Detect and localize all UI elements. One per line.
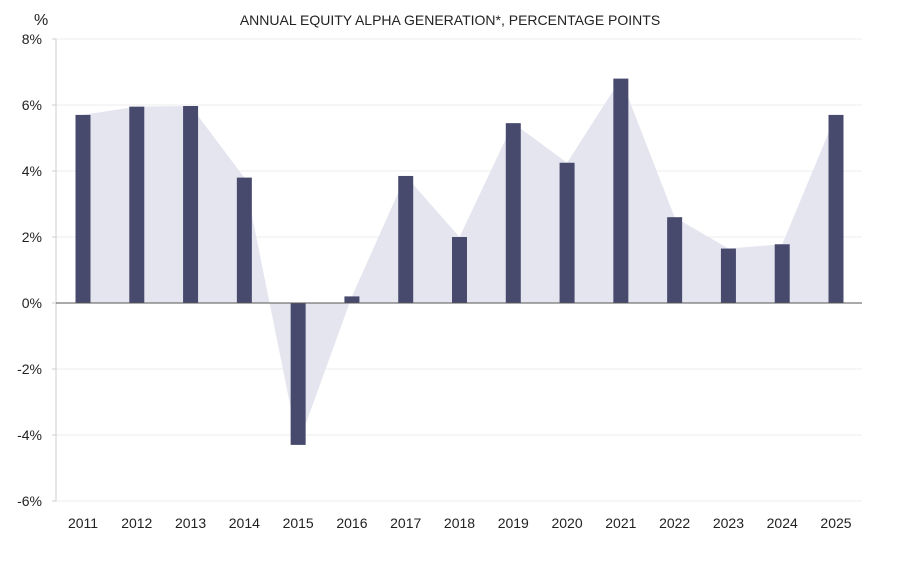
bar-2017 <box>398 175 414 303</box>
bar-2016 <box>344 296 360 303</box>
x-tick-label: 2013 <box>175 515 206 531</box>
y-tick-label: 6% <box>22 97 42 113</box>
y-tick-label: 4% <box>22 163 42 179</box>
y-unit-label: % <box>34 12 48 29</box>
bar-2025 <box>828 114 844 304</box>
chart-title: ANNUAL EQUITY ALPHA GENERATION*, PERCENT… <box>240 12 660 28</box>
x-tick-label: 2021 <box>605 515 636 531</box>
bar-2018 <box>452 237 467 303</box>
bar-2013 <box>183 105 199 304</box>
y-tick-label: -4% <box>17 427 42 443</box>
y-tick-labels: 8% 6% 4% 2% 0% -2% -4% -6% <box>17 31 42 509</box>
bar-2022 <box>667 217 683 303</box>
y-tick-label: 2% <box>22 229 42 245</box>
y-tick-label: 0% <box>22 295 42 311</box>
x-tick-label: 2016 <box>336 515 367 531</box>
bar-2021 <box>613 78 629 303</box>
bar-2024 <box>774 244 790 303</box>
axis-layer <box>52 38 57 502</box>
bar-2023 <box>720 248 736 303</box>
x-tick-label: 2025 <box>820 515 851 531</box>
y-tick-label: -6% <box>17 493 42 509</box>
bar-2015 <box>290 303 306 445</box>
y-tick-label: 8% <box>22 31 42 47</box>
x-tick-label: 2014 <box>229 515 260 531</box>
x-tick-label: 2012 <box>121 515 152 531</box>
y-tick-label: -2% <box>17 361 42 377</box>
x-tick-label: 2024 <box>767 515 798 531</box>
x-tick-label: 2011 <box>68 515 98 531</box>
bar-2011 <box>75 114 91 304</box>
bar-2012 <box>129 106 145 304</box>
x-tick-label: 2020 <box>551 515 582 531</box>
bar-2020 <box>559 162 575 303</box>
x-tick-label: 2018 <box>444 515 475 531</box>
x-tick-label: 2023 <box>713 515 744 531</box>
x-tick-label: 2017 <box>390 515 421 531</box>
x-tick-labels: 2011 2012 2013 2014 2015 2016 2017 2018 2019 2020… <box>68 515 852 531</box>
x-tick-label: 2022 <box>659 515 690 531</box>
bar-2019 <box>505 123 521 304</box>
x-tick-label: 2015 <box>283 515 314 531</box>
bar-2014 <box>236 177 252 303</box>
x-tick-label: 2019 <box>498 515 529 531</box>
bar-layer <box>75 78 844 445</box>
